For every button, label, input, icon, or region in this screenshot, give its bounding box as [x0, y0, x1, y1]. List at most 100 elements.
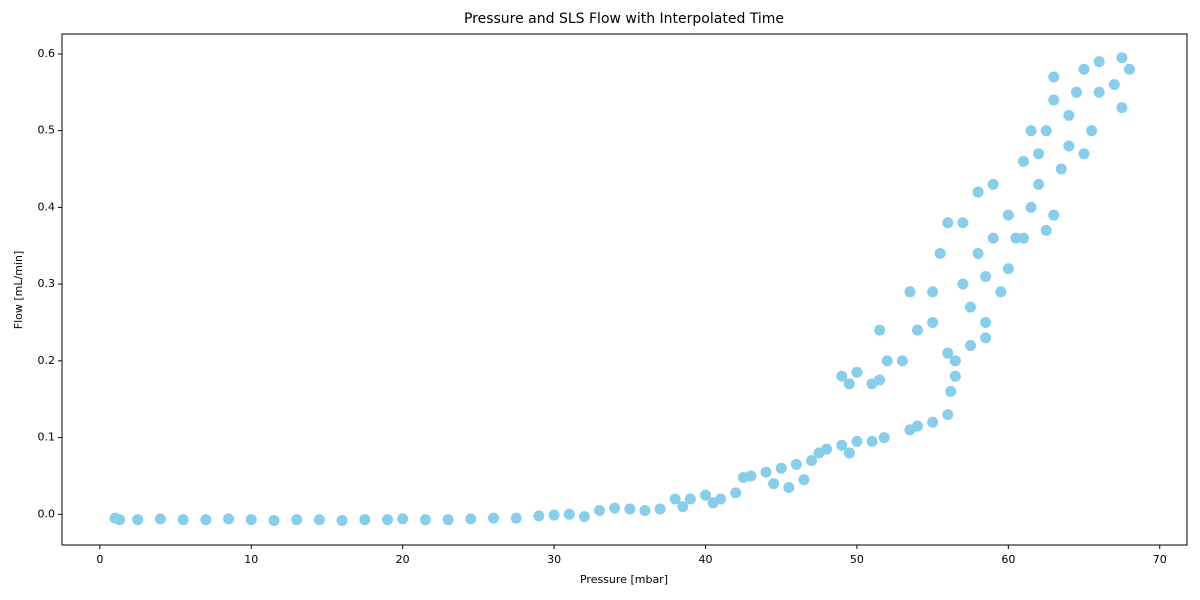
point	[760, 466, 772, 478]
point	[1093, 86, 1105, 98]
point	[223, 513, 235, 525]
point	[397, 513, 409, 525]
point	[1086, 125, 1098, 137]
point	[942, 347, 954, 359]
point	[1116, 52, 1128, 64]
point	[843, 378, 855, 390]
point	[1108, 79, 1120, 91]
point	[715, 493, 727, 505]
point	[874, 324, 886, 336]
point	[359, 514, 371, 526]
y-axis-label: Flow [mL/min]	[12, 251, 25, 329]
point	[1048, 94, 1060, 106]
point	[1002, 263, 1014, 275]
point	[548, 509, 560, 521]
point	[1078, 63, 1090, 75]
point	[972, 186, 984, 198]
point	[964, 340, 976, 352]
point	[904, 286, 916, 298]
point	[927, 416, 939, 428]
point	[488, 512, 500, 524]
point	[510, 512, 522, 524]
chart-title: Pressure and SLS Flow with Interpolated …	[464, 11, 784, 27]
point	[1123, 63, 1135, 75]
point	[843, 447, 855, 459]
point	[1002, 209, 1014, 221]
point	[851, 435, 863, 447]
point	[291, 514, 303, 526]
point	[980, 332, 992, 344]
point	[911, 324, 923, 336]
point	[1116, 102, 1128, 114]
point	[1033, 148, 1045, 160]
point	[957, 278, 969, 290]
point	[669, 493, 681, 505]
point	[1040, 125, 1052, 137]
point	[775, 462, 787, 474]
point	[730, 487, 742, 499]
point	[609, 502, 621, 514]
point	[442, 514, 454, 526]
x-axis-label: Pressure [mbar]	[580, 573, 668, 586]
point	[1078, 148, 1090, 160]
point	[1055, 163, 1067, 175]
point	[677, 501, 689, 513]
y-tick-label: 0.1	[38, 431, 56, 444]
point	[987, 178, 999, 190]
point	[177, 514, 189, 526]
point	[654, 503, 666, 515]
point	[1063, 109, 1075, 121]
point	[874, 374, 886, 386]
point	[836, 439, 848, 451]
point	[382, 514, 394, 526]
point	[798, 474, 810, 486]
point	[836, 370, 848, 382]
point	[1010, 232, 1022, 244]
point	[313, 514, 325, 526]
point	[821, 443, 833, 455]
point	[1040, 224, 1052, 236]
point	[700, 489, 712, 501]
y-tick-label: 0.2	[38, 354, 56, 367]
point	[896, 355, 908, 367]
y-tick-label: 0.5	[38, 124, 56, 137]
point	[980, 270, 992, 282]
point	[336, 514, 348, 526]
point	[851, 366, 863, 378]
point	[942, 217, 954, 229]
point	[1048, 209, 1060, 221]
y-tick-label: 0.3	[38, 277, 56, 290]
point	[1070, 86, 1082, 98]
point	[972, 247, 984, 259]
point	[268, 514, 280, 526]
x-tick-label: 60	[1001, 553, 1015, 566]
point	[911, 420, 923, 432]
x-tick-label: 10	[244, 553, 258, 566]
point	[1093, 56, 1105, 68]
point	[927, 286, 939, 298]
point	[866, 435, 878, 447]
x-tick-label: 40	[699, 553, 713, 566]
point	[957, 217, 969, 229]
point	[980, 316, 992, 328]
point	[594, 504, 606, 516]
point	[1017, 155, 1029, 167]
point	[934, 247, 946, 259]
point	[684, 493, 696, 505]
y-tick-label: 0.0	[38, 507, 56, 520]
point	[964, 301, 976, 313]
point	[1033, 178, 1045, 190]
point	[805, 455, 817, 467]
point	[878, 432, 890, 444]
point	[245, 514, 257, 526]
point	[783, 481, 795, 493]
point	[639, 504, 651, 516]
point	[465, 513, 477, 525]
x-tick-label: 50	[850, 553, 864, 566]
point	[578, 511, 590, 523]
plot-frame	[61, 33, 1188, 546]
point	[745, 470, 757, 482]
point	[945, 386, 957, 398]
